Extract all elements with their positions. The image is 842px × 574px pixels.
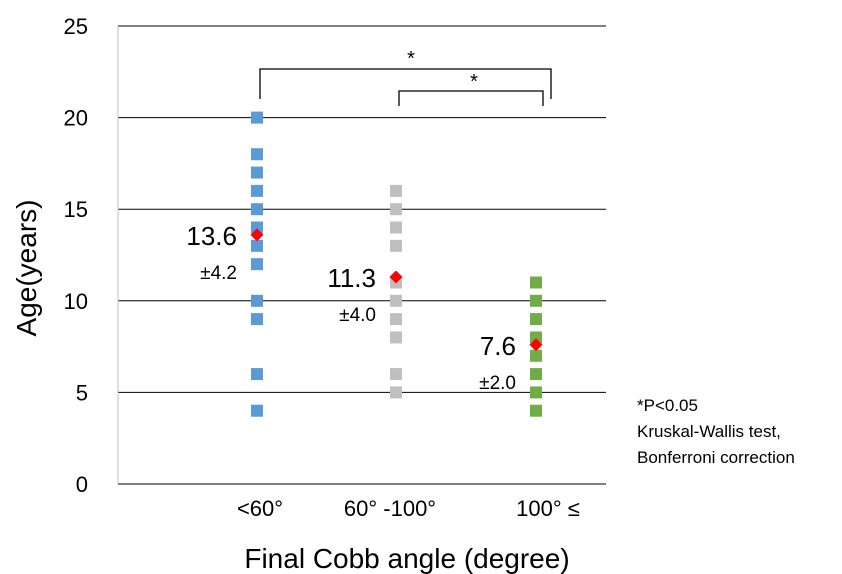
y-tick-label: 0	[76, 472, 88, 497]
y-tick-label: 15	[64, 197, 88, 222]
data-points	[251, 111, 542, 417]
data-point	[251, 368, 263, 381]
mean-value-label: 7.6	[480, 331, 516, 361]
note-line: Kruskal-Wallis test,	[637, 422, 781, 441]
x-category-label: 100° ≤	[516, 496, 580, 521]
data-point	[251, 166, 263, 179]
data-point	[530, 386, 542, 399]
data-point	[251, 294, 263, 307]
x-category-label: <60°	[237, 496, 283, 521]
data-point	[390, 294, 402, 307]
mean-marker	[250, 228, 264, 242]
x-axis-title: Final Cobb angle (degree)	[244, 543, 569, 574]
data-point	[530, 331, 542, 344]
data-point	[390, 203, 402, 216]
significance-brackets: **	[259, 48, 552, 106]
mean-value-label: 11.3	[327, 263, 376, 293]
significance-star: *	[470, 71, 478, 93]
data-point	[530, 349, 542, 362]
data-point	[390, 386, 402, 399]
data-point	[390, 239, 402, 252]
significance-bracket	[259, 68, 552, 99]
data-point	[251, 404, 263, 417]
data-point	[530, 294, 542, 307]
data-point	[390, 184, 402, 197]
note-line: *P<0.05	[637, 396, 698, 415]
mean-labels: 13.6 ±4.2 11.3 ±4.0 7.6 ±2.0	[186, 221, 516, 394]
x-category-labels: <60° 60° -100° 100° ≤	[237, 496, 580, 521]
data-point	[530, 313, 542, 326]
data-point	[530, 276, 542, 289]
note-line: Bonferroni correction	[637, 448, 795, 467]
significance-bracket	[398, 90, 544, 106]
significance-star: *	[407, 48, 415, 70]
data-point	[530, 368, 542, 381]
data-point	[390, 368, 402, 381]
sd-value-label: ±2.0	[479, 373, 516, 394]
mean-marker	[389, 270, 403, 284]
sd-value-label: ±4.0	[339, 305, 376, 326]
sd-value-label: ±4.2	[200, 263, 237, 284]
mean-markers	[250, 228, 543, 352]
y-tick-label: 20	[64, 106, 88, 131]
y-tick-labels: 0 5 10 15 20 25	[64, 14, 88, 497]
gridlines	[118, 25, 606, 485]
y-tick-label: 5	[76, 380, 88, 405]
data-point	[251, 111, 263, 124]
data-point	[251, 221, 263, 234]
data-point	[251, 184, 263, 197]
data-point	[390, 331, 402, 344]
data-point	[251, 148, 263, 161]
data-point	[251, 258, 263, 271]
mean-value-label: 13.6	[186, 221, 237, 251]
y-tick-label: 10	[64, 289, 88, 314]
data-point	[390, 313, 402, 326]
data-point	[530, 404, 542, 417]
data-point	[251, 239, 263, 252]
y-axis-title: Age(years)	[11, 200, 42, 337]
x-category-label: 60° -100°	[344, 496, 436, 521]
data-point	[251, 313, 263, 326]
mean-marker	[529, 338, 543, 352]
y-tick-label: 25	[64, 14, 88, 39]
statistics-note: *P<0.05 Kruskal-Wallis test, Bonferroni co…	[637, 396, 795, 467]
data-point	[390, 221, 402, 234]
data-point	[251, 203, 263, 216]
